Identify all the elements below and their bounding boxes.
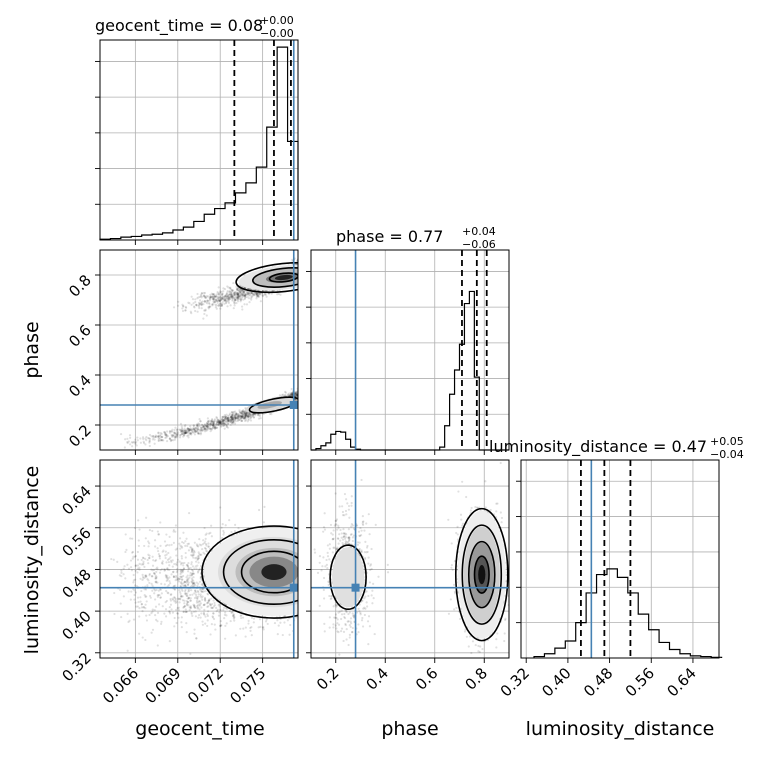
x-tick-label: 0.072 [184,664,227,707]
title-luminosity-distance: luminosity_distance = 0.47 +0.05 −0.04 [489,435,744,461]
histogram-phase [306,249,510,455]
x-tick-label: 0.48 [580,664,616,700]
y-tick-label: 0.56 [58,524,94,560]
y-axis-label-luminosity-distance: luminosity_distance [21,466,43,655]
scatter-phase-vs-geocent-time [95,249,299,455]
x-tick-label: 0.40 [538,664,574,700]
contour-lines [454,507,509,642]
x-tick-label: 0.6 [412,664,442,694]
y-ticks-phase: 0.2 0.4 0.6 0.8 [65,271,95,451]
truth-marker [289,401,298,409]
contour-lines [248,396,298,414]
panel-frame [310,459,510,659]
density-shading [457,510,506,639]
histogram-luminosity-distance [516,459,723,663]
contour [248,396,298,414]
contour-lines [235,261,298,294]
histogram-steps [99,46,299,240]
x-tick-label: 0.32 [497,664,533,700]
title-geocent-time: geocent_time = 0.08 +0.00 −0.00 [95,14,294,40]
x-tick-label: 0.4 [362,664,392,694]
panel-frame [520,459,720,659]
x-tick-label: 0.066 [99,664,142,707]
contour [222,539,298,606]
y-tick-label: 0.32 [58,649,94,685]
x-tick-label: 0.64 [663,664,699,700]
contour [240,550,298,594]
x-ticks-phase: 0.2 0.4 0.6 0.8 [313,664,491,694]
y-tick-label: 0.40 [58,607,94,643]
contour [454,507,509,642]
scatter-distance-vs-geocent-time [95,459,299,663]
contour [201,525,298,619]
title-phase: phase = 0.77 +0.04 −0.06 [336,225,496,251]
x-ticks-luminosity-distance: 0.32 0.40 0.48 0.56 0.64 [497,664,700,700]
contour [473,555,490,594]
density-shading [203,528,298,617]
histogram-steps [533,568,723,658]
panel-frame [99,249,299,451]
x-tick-label: 0.075 [226,664,269,707]
y-tick-label: 0.8 [65,271,95,301]
x-axis-label-geocent-time: geocent_time [135,718,264,740]
truth-marker [351,583,360,592]
y-tick-label: 0.48 [58,566,94,602]
x-axis-label-phase: phase [381,718,438,740]
contour [467,540,496,609]
y-tick-label: 0.4 [65,371,95,401]
panel-frame [99,459,299,659]
contour [329,544,367,611]
y-tick-label: 0.64 [58,482,94,518]
contour [461,524,503,625]
truth-marker [289,583,298,592]
scatter-distance-vs-phase [306,459,510,663]
x-tick-label: 0.069 [142,664,185,707]
contour [252,267,298,288]
histogram-steps [311,290,509,451]
y-tick-label: 0.6 [65,321,95,351]
x-ticks-geocent-time: 0.066 0.069 0.072 0.075 [99,664,269,707]
contour [268,272,298,283]
x-axis-label-luminosity-distance: luminosity_distance [526,718,715,740]
y-axis-label-phase: phase [21,321,43,378]
y-tick-label: 0.2 [65,421,95,451]
x-tick-label: 0.56 [622,664,658,700]
x-tick-label: 0.8 [461,664,491,694]
panel-frame [99,39,299,241]
histogram-geocent-time [95,39,299,245]
contour [235,261,298,294]
contour-lines [329,544,367,611]
density-shading [332,547,365,608]
x-tick-label: 0.2 [313,664,343,694]
y-ticks-luminosity-distance: 0.32 0.40 0.48 0.56 0.64 [58,482,94,685]
panel-frame [310,249,510,451]
contour-lines [201,525,298,619]
